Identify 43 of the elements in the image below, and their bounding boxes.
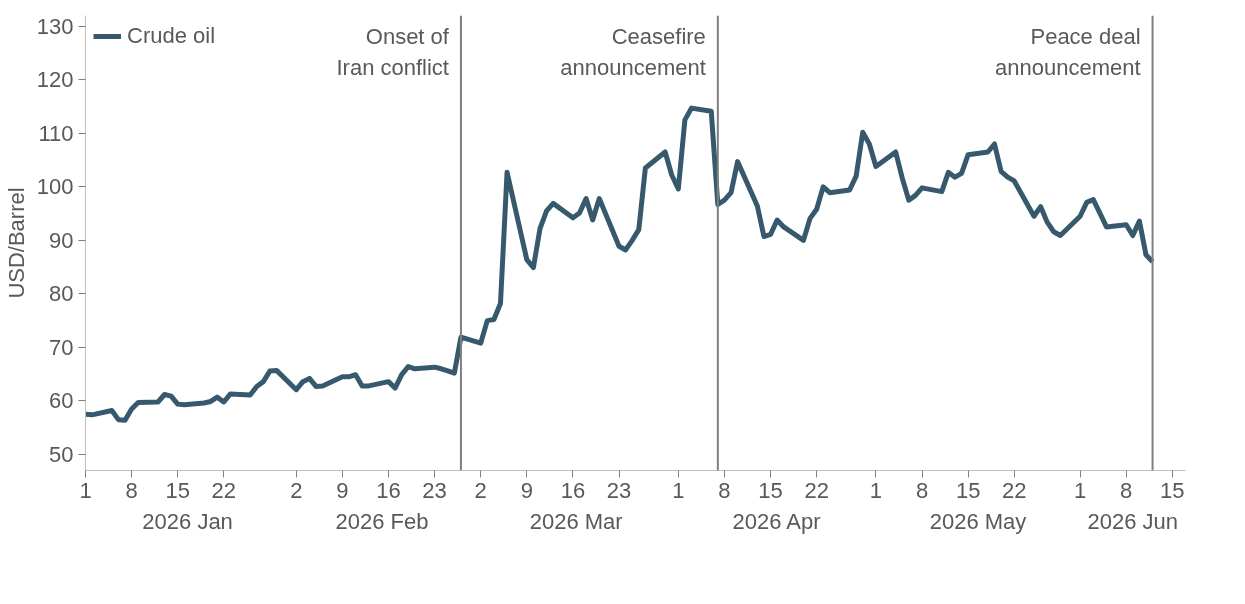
text: 2026 Mar (529, 508, 623, 534)
x-tick-label: 1 (672, 477, 685, 503)
y-tick-label: 130 (36, 13, 74, 39)
x-tick-label: 9 (520, 477, 533, 503)
x-tick-label: 15 (758, 477, 783, 503)
ref-line-label: Ceasefire announcement (560, 23, 706, 80)
text: 2026 Feb (335, 508, 429, 534)
y-tick-label: 120 (36, 67, 74, 93)
x-tick-label: 9 (336, 477, 349, 503)
x-tick-label: 1 (869, 477, 883, 503)
x-tick-label: 2 (290, 477, 303, 503)
x-tick-label: 16 (376, 477, 401, 503)
x-tick-label: 22 (211, 477, 237, 503)
x-tick-label: 15 (955, 477, 981, 503)
x-tick-label: 22 (1002, 477, 1027, 503)
x-tick-label: 15 (1160, 477, 1185, 503)
y-tick-label: 70 (49, 334, 74, 360)
x-tick-label: 22 (804, 477, 829, 503)
text: 2026 Jan (142, 508, 233, 534)
ref-line-label: Onset of Iran conflict (336, 23, 450, 80)
x-tick-label: 16 (560, 477, 586, 503)
x-tick-label: 8 (718, 477, 731, 503)
y-tick-label: 50 (49, 441, 74, 467)
legend-label: Crude oil (127, 23, 216, 49)
x-tick-label: 2 (474, 477, 487, 503)
x-tick-label: 8 (915, 477, 929, 503)
y-tick-label: 90 (49, 227, 74, 253)
text: 2026 Jun (1087, 508, 1179, 534)
y-axis-title: USD/Barrel (3, 187, 29, 299)
text: 2026 May (929, 508, 1027, 534)
x-tick-label: 1 (79, 477, 92, 503)
x-tick-label: 23 (422, 477, 447, 503)
y-tick-label: 80 (49, 281, 74, 307)
y-tick-label: 110 (38, 120, 74, 146)
text: 2026 Apr (732, 508, 821, 534)
x-tick-label: 1 (1073, 477, 1087, 503)
x-tick-label: 8 (125, 477, 138, 503)
x-tick-label: 15 (165, 477, 190, 503)
ref-line-label: Peace deal announcement (995, 23, 1141, 80)
y-tick-label: 100 (36, 174, 74, 200)
x-tick-label: 23 (606, 477, 632, 503)
x-tick-label: 8 (1120, 477, 1133, 503)
y-tick-label: 60 (49, 388, 74, 414)
